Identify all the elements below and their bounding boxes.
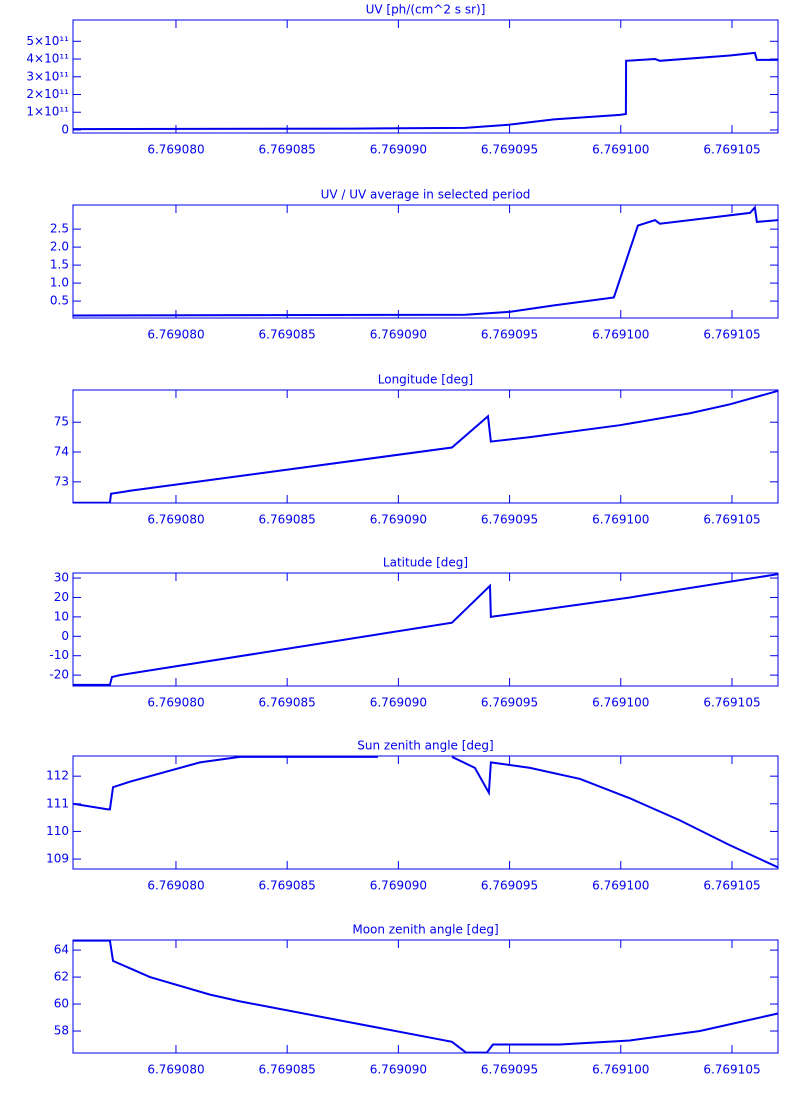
y-tick-label: 111: [46, 796, 69, 810]
x-tick-label: 6.769105: [703, 879, 760, 893]
x-tick-label: 6.769095: [481, 696, 538, 710]
x-tick-label: 6.769090: [370, 696, 427, 710]
y-tick-label: 0: [61, 122, 69, 136]
data-line: [73, 940, 778, 1053]
x-tick-label: 6.769105: [703, 328, 760, 342]
data-line: [73, 390, 778, 503]
x-tick-label: 6.769085: [259, 1063, 316, 1077]
plot-frame: [72, 19, 779, 134]
x-tick-label: 6.769100: [592, 696, 649, 710]
data-line: [73, 573, 778, 686]
y-tick-label: 2×10¹¹: [26, 87, 69, 101]
x-tick-label: 6.769085: [259, 143, 316, 157]
x-tick-label: 6.769090: [370, 879, 427, 893]
y-tick-label: 112: [46, 769, 69, 783]
panel-title: Moon zenith angle [deg]: [352, 923, 498, 937]
data-line: [73, 205, 778, 317]
x-tick-label: 6.769100: [592, 513, 649, 527]
y-tick-label: 62: [54, 970, 69, 984]
x-tick-label: 6.769100: [592, 1063, 649, 1077]
y-tick-label: -10: [49, 648, 69, 662]
data-line: [73, 756, 778, 869]
y-tick-label: 1×10¹¹: [26, 105, 69, 119]
x-tick-label: 6.769080: [147, 143, 204, 157]
y-tick-label: -20: [49, 668, 69, 682]
y-tick-label: 1.5: [50, 258, 69, 272]
y-tick-label: 10: [54, 609, 69, 623]
y-tick-label: 60: [54, 997, 69, 1011]
y-tick-label: 74: [54, 445, 69, 459]
x-tick-label: 6.769100: [592, 879, 649, 893]
x-tick-label: 6.769080: [147, 696, 204, 710]
panel-title: UV / UV average in selected period: [321, 188, 531, 202]
x-tick-label: 6.769090: [370, 1063, 427, 1077]
x-tick-label: 6.769090: [370, 513, 427, 527]
data-line: [73, 51, 778, 131]
x-tick-label: 6.769100: [592, 328, 649, 342]
x-tick-label: 6.769080: [147, 1063, 204, 1077]
y-tick-label: 5×10¹¹: [26, 34, 69, 48]
y-tick-label: 3×10¹¹: [26, 69, 69, 83]
panel: UV [ph/(cm^2 s sr)] 0 1×10¹¹ 2×10¹¹ 3×10¹¹ 4×…: [26, 3, 779, 157]
x-tick-label: 6.769095: [481, 513, 538, 527]
x-tick-label: 6.769095: [481, 328, 538, 342]
x-tick-label: 6.769085: [259, 513, 316, 527]
y-tick-label: 109: [46, 852, 69, 866]
x-tick-label: 6.769095: [481, 1063, 538, 1077]
plot-frame: [72, 389, 779, 504]
y-tick-label: 2.0: [50, 240, 69, 254]
panel-title: UV [ph/(cm^2 s sr)]: [366, 3, 486, 17]
y-tick-label: 64: [54, 943, 69, 957]
panel-title: Latitude [deg]: [383, 556, 468, 570]
panel: Sun zenith angle [deg] 109 110 111 112 6.7690…: [46, 739, 779, 893]
panel-title: Sun zenith angle [deg]: [357, 739, 493, 753]
plot-frame: [72, 572, 779, 687]
x-tick-label: 6.769105: [703, 696, 760, 710]
y-tick-label: 4×10¹¹: [26, 52, 69, 66]
x-tick-label: 6.769095: [481, 143, 538, 157]
plot-frame: [72, 204, 779, 319]
y-tick-label: 1.0: [50, 276, 69, 290]
y-tick-label: 75: [54, 415, 69, 429]
x-tick-label: 6.769095: [481, 879, 538, 893]
y-tick-label: 58: [54, 1024, 69, 1038]
x-tick-label: 6.769085: [259, 879, 316, 893]
x-tick-label: 6.769085: [259, 696, 316, 710]
x-tick-label: 6.769080: [147, 328, 204, 342]
x-tick-label: 6.769105: [703, 513, 760, 527]
y-tick-label: 73: [54, 474, 69, 488]
y-tick-label: 20: [54, 590, 69, 604]
panel: Latitude [deg] -20 -10 0 10 20 30 6.769080 6.769…: [49, 556, 779, 710]
plot-frame: [72, 939, 779, 1054]
panel: Moon zenith angle [deg] 58 60 62 64 6.769080 6…: [54, 923, 779, 1077]
x-tick-label: 6.769090: [370, 143, 427, 157]
x-tick-label: 6.769090: [370, 328, 427, 342]
y-tick-label: 30: [54, 571, 69, 585]
plot-frame: [72, 755, 779, 870]
x-tick-label: 6.769105: [703, 143, 760, 157]
x-tick-label: 6.769080: [147, 513, 204, 527]
panel: UV / UV average in selected period 0.5 1.0…: [50, 188, 779, 342]
panel-title: Longitude [deg]: [378, 373, 473, 387]
x-tick-label: 6.769085: [259, 328, 316, 342]
y-tick-label: 110: [46, 824, 69, 838]
y-tick-label: 0: [61, 629, 69, 643]
x-tick-label: 6.769100: [592, 143, 649, 157]
y-tick-label: 2.5: [50, 222, 69, 236]
panel: Longitude [deg] 73 74 75 6.769080 6.769085 6.7…: [54, 373, 779, 527]
y-tick-label: 0.5: [50, 294, 69, 308]
x-tick-label: 6.769105: [703, 1063, 760, 1077]
x-tick-label: 6.769080: [147, 879, 204, 893]
